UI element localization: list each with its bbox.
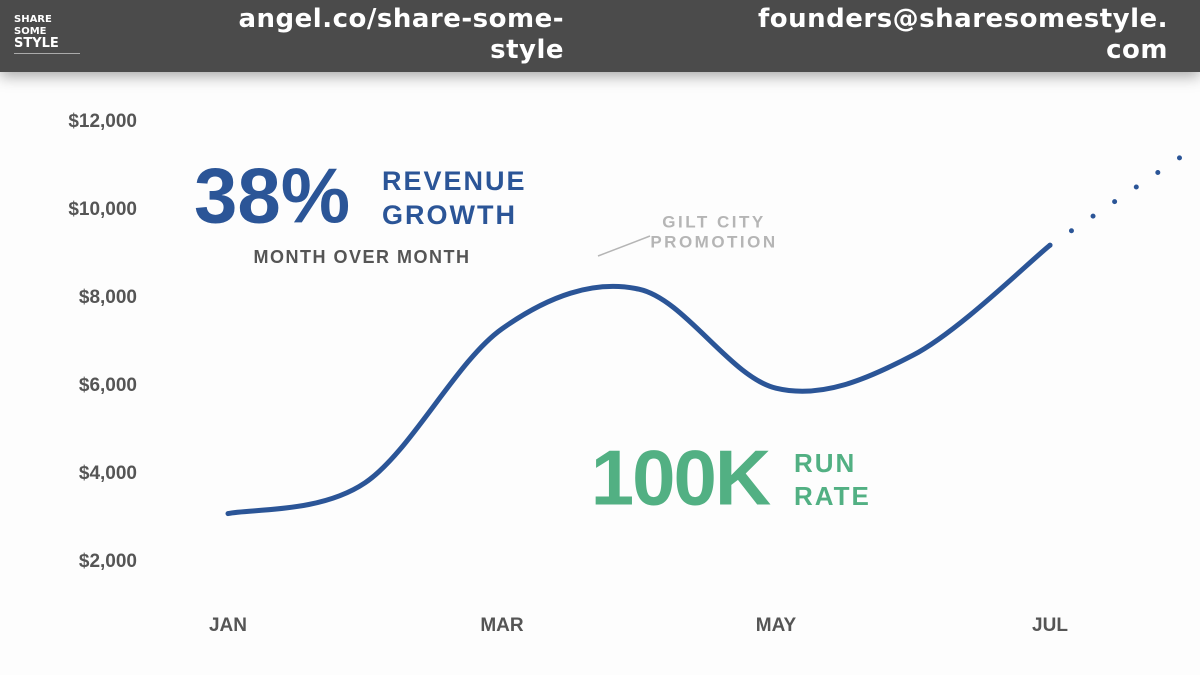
stat-label: REVENUE [382,166,527,196]
run-rate-label: RUN [794,448,856,478]
stat-sub: MONTH OVER MONTH [254,247,471,267]
line [225,242,1053,517]
run-rate: 100K [591,434,771,522]
big-stat: 38% [194,152,350,240]
chart: 38% REVENUE GROWTH MONTH OVER MONTH GILT… [68,111,1190,636]
link-line: angel.co/share-some- [238,4,564,34]
run-rate-label: RATE [794,481,871,511]
line [1047,150,1190,248]
stat-label: GROWTH [382,200,517,230]
x-tick-label: MAR [480,615,524,636]
y-tick-label: $10,000 [68,199,137,220]
logo-line: STYLE [14,36,59,51]
header: SHARE SOME STYLE angel.co/share-some- st… [0,0,1200,72]
link: angel.co/share-some- style [239,4,565,66]
y-tick-label: $6,000 [79,375,137,396]
y-tick-label: $8,000 [79,287,137,308]
x-tick-label: JUL [1032,615,1068,636]
logo-line: SHARE [14,14,52,25]
y-tick-label: $12,000 [68,111,137,132]
y-tick-label: $2,000 [79,551,137,572]
link-line: style [490,35,564,65]
x-tick-label: JAN [209,615,247,636]
logo-line: SOME [14,26,47,37]
y-tick-label: $4,000 [79,463,137,484]
callout-leader [597,235,651,257]
callout: PROMOTION [650,232,777,251]
callout: GILT CITY [662,212,765,231]
x-tick-label: MAY [756,615,797,636]
logo: SHARE SOME STYLE [14,14,80,54]
email: founders@sharesomestyle. com [758,4,1168,66]
email-line: founders@sharesomestyle. [757,4,1168,34]
email-line: com [1106,35,1168,65]
